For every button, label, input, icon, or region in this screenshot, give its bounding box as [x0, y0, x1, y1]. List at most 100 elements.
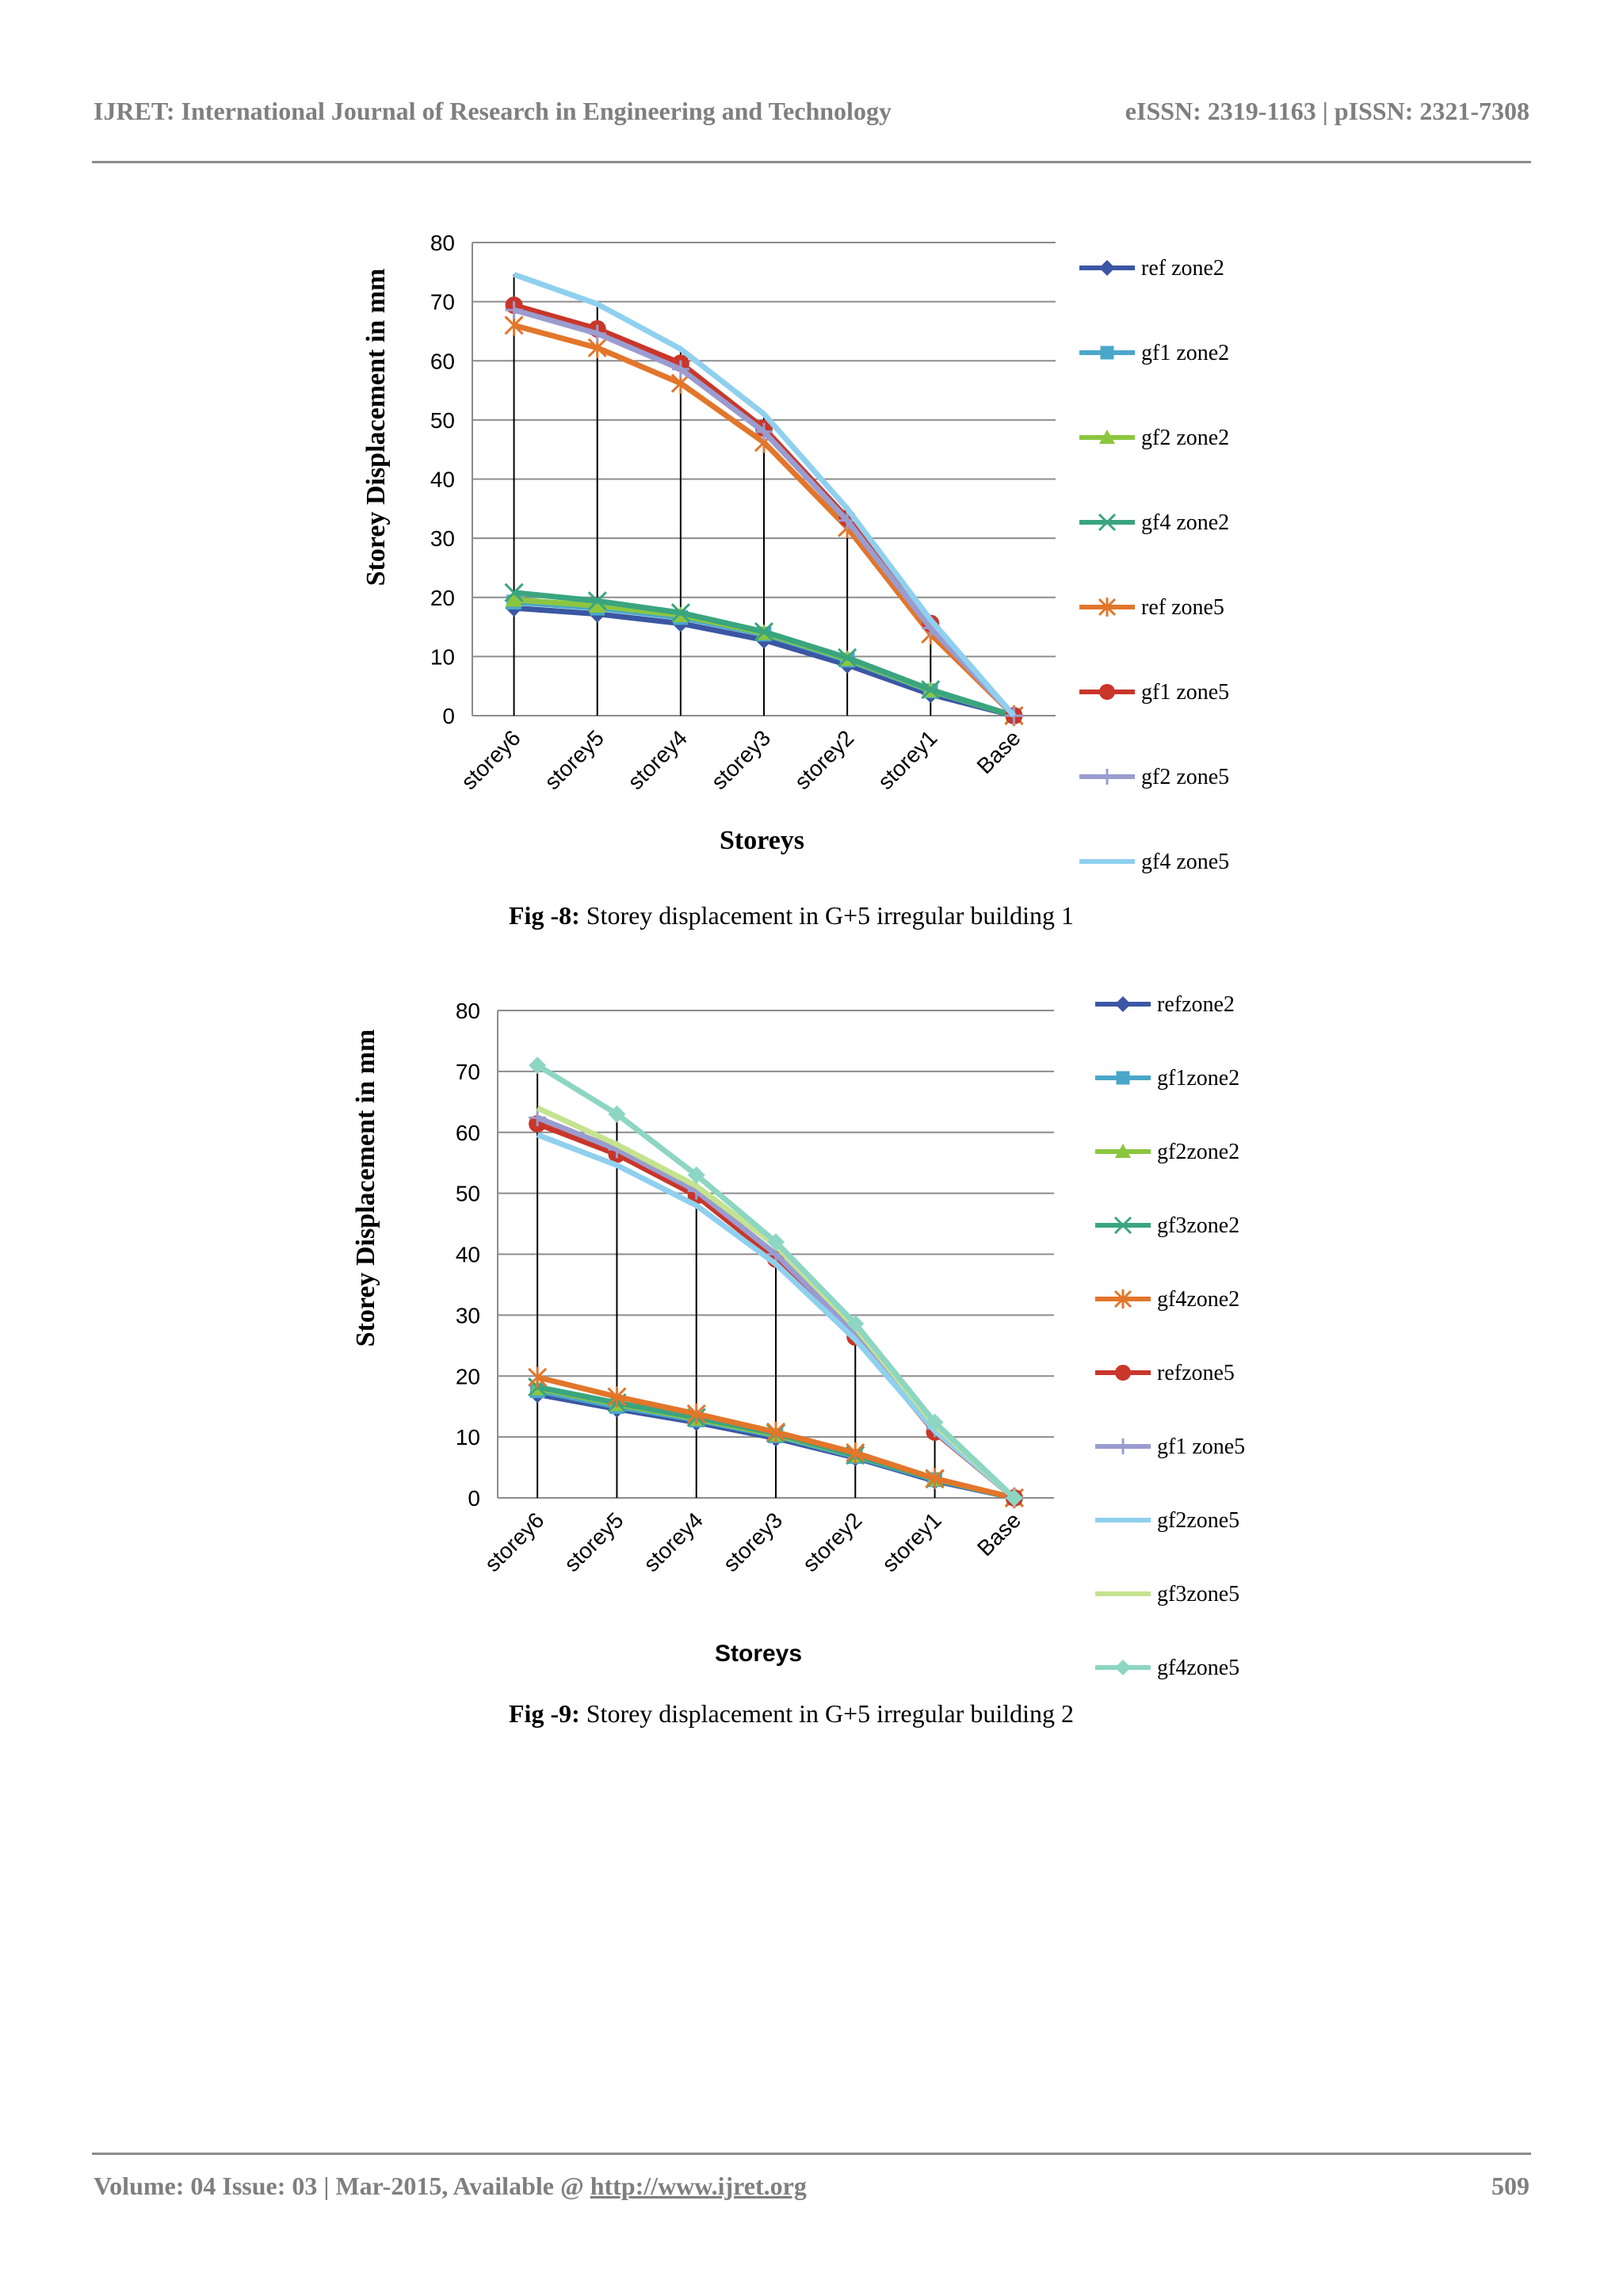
- y-tick-label: 40: [456, 1243, 480, 1267]
- legend-label: gf3zone2: [1157, 1213, 1239, 1238]
- y-tick-label: 60: [456, 1121, 480, 1145]
- y-tick-label: 30: [456, 1303, 480, 1328]
- data-point-marker: [1099, 684, 1115, 700]
- data-point-marker: [588, 597, 606, 613]
- y-tick-label: 50: [430, 408, 455, 433]
- data-point-marker: [1115, 1438, 1131, 1454]
- series-gf4-zone5: [513, 271, 1017, 718]
- caption-text: Storey displacement in G+5 irregular bui…: [579, 1699, 1074, 1728]
- legend-entry: ref zone2: [1079, 256, 1224, 281]
- data-point-marker: [687, 1166, 705, 1184]
- data-point-marker: [607, 1386, 627, 1408]
- legend-label: ref zone5: [1141, 595, 1224, 620]
- data-point-marker: [846, 1442, 865, 1464]
- volume-info: Volume: 04 Issue: 03 | Mar-2015, Availab…: [94, 2172, 807, 2201]
- y-tick-label: 80: [456, 999, 480, 1023]
- data-point-marker: [1115, 1144, 1131, 1158]
- data-point-marker: [1116, 1071, 1130, 1085]
- legend-label: gf1 zone2: [1141, 341, 1229, 365]
- figure-caption: Fig -9: Storey displacement in G+5 irreg…: [509, 1699, 1074, 1729]
- data-point-marker: [1098, 598, 1117, 617]
- series-gf4zone2: [528, 1366, 1024, 1509]
- legend-entry: gf1zone2: [1095, 1066, 1239, 1091]
- data-point-marker: [1113, 1216, 1132, 1235]
- legend-label: gf3zone5: [1157, 1582, 1239, 1606]
- legend-entry: gf2zone2: [1095, 1140, 1239, 1164]
- data-point-marker: [1099, 430, 1115, 444]
- legend-label: gf4 zone2: [1141, 510, 1229, 535]
- y-tick-label: 20: [456, 1364, 480, 1389]
- legend-label: gf4zone2: [1157, 1287, 1239, 1312]
- page-number: 509: [1491, 2172, 1529, 2200]
- issn-info: eISSN: 2319-1163 | pISSN: 2321-7308: [1125, 97, 1529, 125]
- legend-label: gf2 zone5: [1141, 765, 1229, 789]
- data-point-marker: [846, 1315, 865, 1333]
- y-tick-label: 50: [456, 1182, 480, 1206]
- data-point-marker: [529, 1056, 547, 1075]
- legend-entry: refzone5: [1095, 1361, 1235, 1385]
- journal-title: IJRET: International Journal of Research…: [94, 97, 892, 125]
- data-point-marker: [1005, 1489, 1023, 1507]
- y-tick-label: 10: [456, 1425, 480, 1450]
- legend-entry: gf4 zone2: [1079, 510, 1229, 535]
- y-tick-label: 70: [430, 290, 455, 315]
- legend-entry: gf2 zone5: [1079, 765, 1229, 789]
- x-tick-label: storey5: [559, 1507, 628, 1576]
- y-tick-label: 20: [430, 586, 455, 610]
- y-tick-label: 60: [430, 349, 455, 373]
- legend-entry: gf1 zone5: [1079, 680, 1229, 705]
- y-tick-label: 30: [430, 526, 455, 551]
- data-point-marker: [670, 603, 690, 623]
- legend-entry: gf3zone2: [1095, 1213, 1239, 1238]
- legend-label: gf2 zone2: [1141, 426, 1229, 450]
- data-point-marker: [754, 621, 774, 642]
- y-tick-label: 0: [468, 1486, 480, 1511]
- y-axis-label: Storey Displacement in mm: [351, 1029, 380, 1347]
- data-point-marker: [926, 1413, 944, 1431]
- x-tick-label: storey4: [639, 1507, 708, 1576]
- data-point-marker: [671, 360, 689, 378]
- journal-url-link[interactable]: http://www.ijret.org: [590, 2172, 807, 2200]
- data-point-marker: [767, 1233, 785, 1251]
- legend-label: refzone2: [1157, 992, 1235, 1017]
- data-point-marker: [838, 648, 857, 667]
- data-point-marker: [686, 1403, 706, 1425]
- legend-label: gf2zone2: [1157, 1140, 1239, 1164]
- data-point-marker: [1098, 513, 1117, 532]
- legend-entry: gf2 zone2: [1079, 426, 1229, 450]
- legend-entry: refzone2: [1095, 992, 1235, 1017]
- caption-label: Fig -9:: [509, 1699, 580, 1728]
- legend-entry: gf1 zone5: [1095, 1435, 1245, 1459]
- x-axis-label: Storeys: [715, 1641, 803, 1667]
- x-tick-label: storey2: [798, 1507, 867, 1576]
- data-point-marker: [1099, 260, 1115, 276]
- data-point-marker: [528, 1366, 548, 1388]
- data-point-marker: [505, 301, 523, 319]
- caption-text: Storey displacement in G+5 irregular bui…: [579, 901, 1074, 930]
- x-tick-label: storey6: [480, 1507, 549, 1576]
- data-point-marker: [587, 591, 607, 611]
- y-tick-label: 0: [442, 704, 455, 728]
- legend-entry: gf1 zone2: [1079, 341, 1229, 365]
- running-footer: Volume: 04 Issue: 03 | Mar-2015, Availab…: [94, 2172, 1529, 2203]
- y-tick-label: 10: [430, 644, 455, 669]
- series-gf4zone5: [529, 1056, 1023, 1507]
- header-rule: [92, 161, 1531, 163]
- figure-caption: Fig -8: Storey displacement in G+5 irreg…: [509, 901, 1074, 930]
- y-tick-label: 80: [430, 231, 455, 255]
- y-tick-label: 40: [430, 468, 455, 492]
- legend-label: refzone5: [1157, 1361, 1235, 1385]
- legend-label: gf4zone5: [1157, 1656, 1239, 1680]
- legend-label: ref zone2: [1141, 256, 1224, 281]
- legend-entry: ref zone5: [1079, 595, 1224, 620]
- data-point-marker: [755, 422, 773, 441]
- footer-rule: [92, 2153, 1531, 2155]
- legend-label: gf1 zone5: [1141, 680, 1229, 705]
- data-point-marker: [925, 1468, 945, 1489]
- x-tick-label: Base: [972, 1507, 1025, 1561]
- y-tick-label: 70: [456, 1060, 480, 1084]
- data-point-marker: [1099, 769, 1115, 785]
- caption-label: Fig -8:: [509, 901, 580, 930]
- data-point-marker: [504, 583, 524, 602]
